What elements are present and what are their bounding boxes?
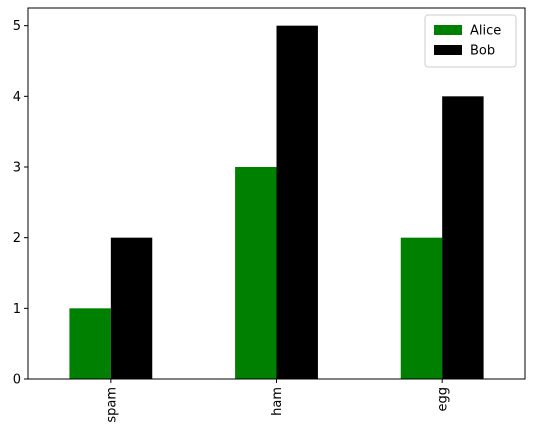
y-tick-label: 0 bbox=[13, 373, 21, 388]
x-tick-label-egg: egg bbox=[436, 387, 451, 412]
y-tick-label: 1 bbox=[13, 302, 21, 317]
bar-alice-egg bbox=[400, 237, 443, 379]
bar-bob-ham bbox=[276, 25, 318, 379]
plot-frame bbox=[27, 7, 526, 380]
bar-alice-spam bbox=[69, 308, 111, 379]
y-tick-label: 2 bbox=[13, 231, 21, 246]
legend-label-alice: Alice bbox=[470, 24, 501, 39]
x-tick-label-ham: ham bbox=[270, 387, 285, 416]
legend: Alice Bob bbox=[424, 14, 517, 68]
x-tick-label-spam: spam bbox=[104, 387, 119, 423]
y-tick-label: 5 bbox=[13, 19, 21, 34]
y-tick-label: 4 bbox=[13, 90, 21, 105]
y-tick-label: 3 bbox=[13, 161, 21, 176]
legend-label-bob: Bob bbox=[470, 44, 495, 59]
bars-layer bbox=[69, 25, 484, 379]
bar-alice-ham bbox=[235, 167, 277, 379]
bar-bob-egg bbox=[442, 96, 484, 379]
bar-bob-spam bbox=[110, 237, 153, 379]
legend-swatch-alice bbox=[434, 25, 462, 35]
axes-layer: spam ham egg 0 1 2 3 4 5 bbox=[13, 7, 526, 423]
legend-swatch-bob bbox=[434, 45, 462, 55]
